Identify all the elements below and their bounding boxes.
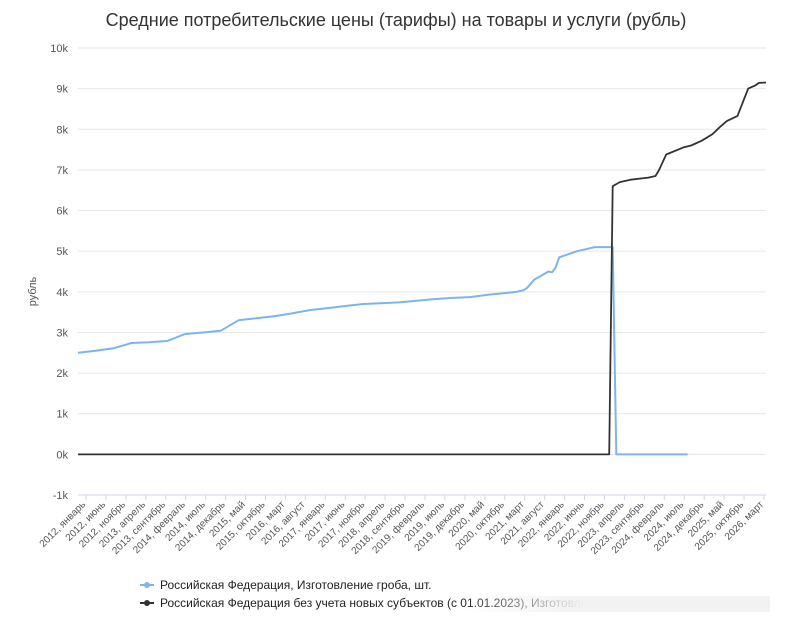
legend-marker-series-1: [140, 582, 154, 588]
legend-label-series-1: Российская Федерация, Изготовление гроба…: [160, 578, 432, 592]
y-tick-label: 2k: [56, 368, 68, 380]
y-tick-label: 4k: [56, 287, 68, 299]
series-line-1[interactable]: [77, 246, 688, 456]
y-tick-label: 9k: [56, 84, 68, 96]
legend-item-series-1[interactable]: Российская Федерация, Изготовление гроба…: [140, 576, 666, 594]
y-tick-label: 7k: [56, 165, 68, 177]
y-tick-label: 10k: [50, 43, 68, 55]
y-tick-label: 6k: [56, 206, 68, 218]
chart-title: Средние потребительские цены (тарифы) на…: [105, 10, 687, 30]
y-tick-label: 5k: [56, 246, 68, 258]
y-axis-label: рубль: [27, 276, 39, 306]
series-line-2[interactable]: [78, 81, 767, 456]
legend-overflow-fade: [460, 596, 770, 612]
y-tick-label: 3k: [56, 327, 68, 339]
y-tick-label: 8k: [56, 124, 68, 136]
y-tick-label: -1k: [53, 490, 69, 502]
y-tick-label: 1k: [56, 409, 68, 421]
y-tick-label: 0k: [56, 449, 68, 461]
legend-marker-series-2: [140, 600, 154, 606]
